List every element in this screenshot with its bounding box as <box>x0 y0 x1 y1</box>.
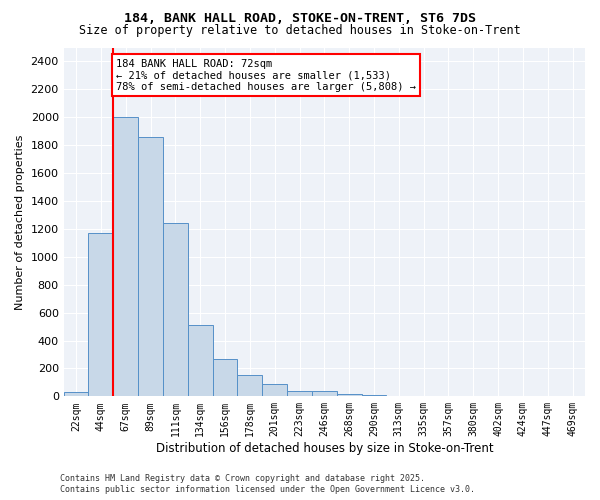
Text: 184, BANK HALL ROAD, STOKE-ON-TRENT, ST6 7DS: 184, BANK HALL ROAD, STOKE-ON-TRENT, ST6… <box>124 12 476 26</box>
Bar <box>64 392 88 396</box>
Bar <box>88 233 113 396</box>
Bar <box>262 384 287 396</box>
Bar <box>163 224 188 396</box>
Text: Contains HM Land Registry data © Crown copyright and database right 2025.
Contai: Contains HM Land Registry data © Crown c… <box>60 474 475 494</box>
Bar <box>362 395 386 396</box>
Text: 184 BANK HALL ROAD: 72sqm
← 21% of detached houses are smaller (1,533)
78% of se: 184 BANK HALL ROAD: 72sqm ← 21% of detac… <box>116 58 416 92</box>
Bar <box>238 376 262 396</box>
Bar <box>312 391 337 396</box>
Y-axis label: Number of detached properties: Number of detached properties <box>15 134 25 310</box>
Bar <box>337 394 362 396</box>
Bar <box>188 325 212 396</box>
Bar <box>113 118 138 396</box>
Bar <box>212 358 238 397</box>
Bar <box>138 137 163 396</box>
Text: Size of property relative to detached houses in Stoke-on-Trent: Size of property relative to detached ho… <box>79 24 521 37</box>
X-axis label: Distribution of detached houses by size in Stoke-on-Trent: Distribution of detached houses by size … <box>155 442 493 455</box>
Bar <box>287 391 312 396</box>
